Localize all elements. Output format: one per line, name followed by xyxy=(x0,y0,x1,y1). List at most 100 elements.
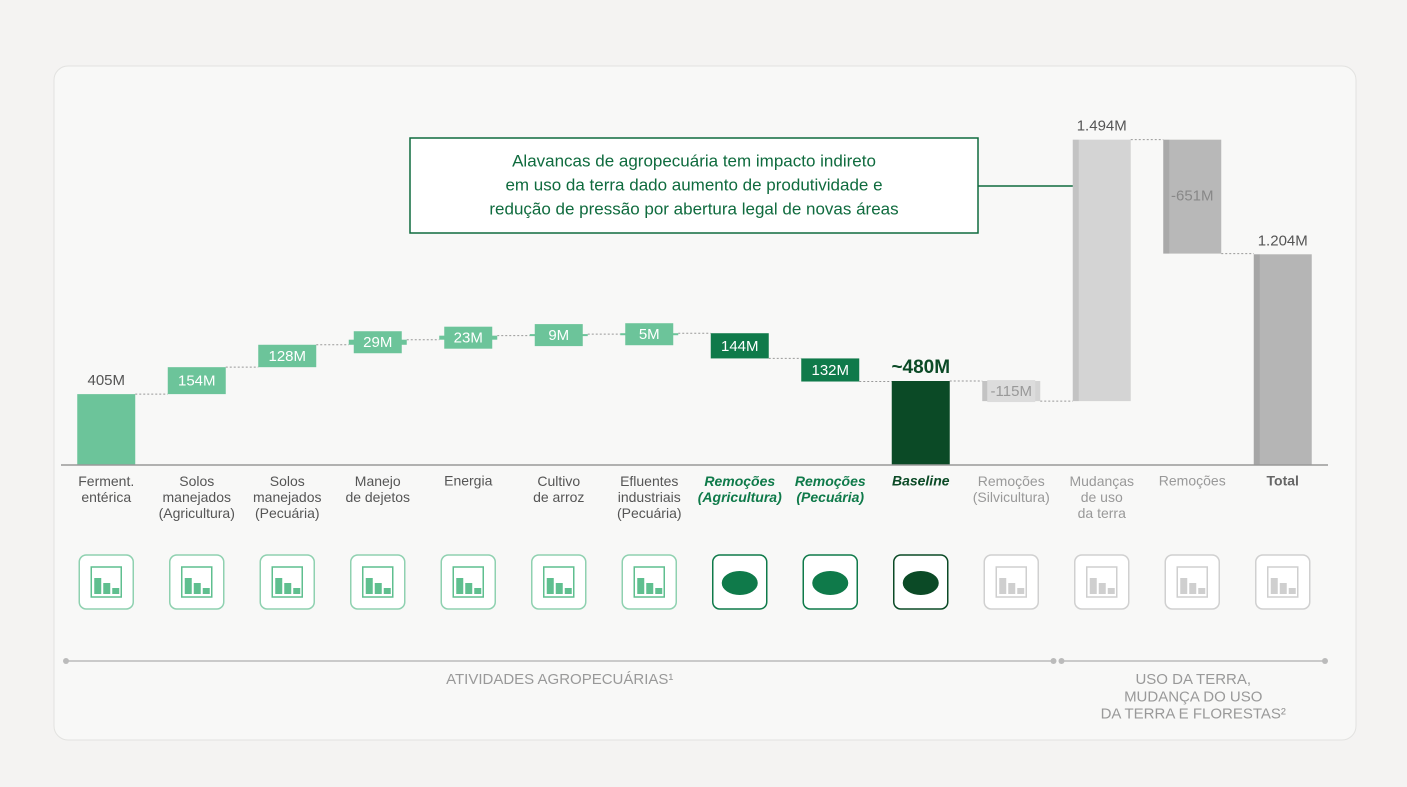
icon-glyph xyxy=(275,578,283,594)
bar xyxy=(1072,139,1131,402)
icon-glyph xyxy=(646,583,654,594)
icon-glyph xyxy=(1198,588,1206,594)
value-label: 405M xyxy=(87,372,125,389)
icon-glyph xyxy=(995,566,1027,598)
x-tick-label: Total xyxy=(1267,473,1299,489)
icon-frame xyxy=(350,554,406,610)
x-tick-label: Ferment. entérica xyxy=(78,473,134,505)
icon-glyph xyxy=(184,578,192,594)
value-label: 144M xyxy=(721,338,759,355)
x-tick-label: Energia xyxy=(444,473,492,489)
group-dot xyxy=(1322,658,1328,664)
icon-glyph xyxy=(271,566,303,598)
value-label-box xyxy=(806,358,855,381)
bar xyxy=(1253,254,1312,465)
icon-glyph xyxy=(1180,578,1188,594)
icon-glyph xyxy=(555,583,563,594)
value-label: 23M xyxy=(454,330,483,347)
icon-cloud xyxy=(721,571,758,595)
value-label-box xyxy=(987,380,1036,403)
icon-frame xyxy=(1255,554,1311,610)
icon-glyph xyxy=(546,578,554,594)
annotation: redução de pressão por abertura legal de… xyxy=(489,199,898,218)
value-label-box xyxy=(263,344,312,367)
icon-glyph xyxy=(1086,566,1118,598)
icon-cloud xyxy=(902,571,939,595)
icon-glyph xyxy=(202,588,210,594)
icon-glyph xyxy=(362,566,394,598)
value-label: -115M xyxy=(991,383,1032,400)
icon-glyph xyxy=(94,578,102,594)
bar-edge xyxy=(1253,254,1260,465)
x-tick-label: Remoções (Silvicultura) xyxy=(973,473,1050,505)
value-label: 154M xyxy=(178,373,216,390)
icon-glyph xyxy=(1189,583,1197,594)
icon-glyph xyxy=(90,566,122,598)
icon-glyph xyxy=(1008,583,1016,594)
annotation: Alavancas de agropecuária tem impacto in… xyxy=(512,151,876,170)
icon-glyph xyxy=(456,578,464,594)
bar xyxy=(891,381,950,465)
value-label-box xyxy=(172,369,221,392)
bar xyxy=(77,394,136,465)
icon-frame xyxy=(1164,554,1220,610)
icon-glyph xyxy=(633,566,665,598)
icon-glyph xyxy=(655,588,663,594)
bar xyxy=(1163,139,1222,254)
value-label-box xyxy=(534,324,583,347)
bar-edge xyxy=(1072,139,1079,402)
icon-frame xyxy=(440,554,496,610)
value-label: 1.494M xyxy=(1077,118,1127,135)
value-label: 128M xyxy=(268,348,306,365)
group-label: ATIVIDADES AGROPECUÁRIAS¹ xyxy=(446,671,673,688)
value-label: -651M xyxy=(1171,188,1214,205)
annotation-box xyxy=(409,137,979,234)
icon-glyph xyxy=(1089,578,1097,594)
icon-glyph xyxy=(193,583,201,594)
icon-glyph xyxy=(1176,566,1208,598)
value-label: 9M xyxy=(548,327,569,344)
icon-glyph xyxy=(1267,566,1299,598)
icon-frame xyxy=(169,554,225,610)
group-dot xyxy=(1050,658,1057,664)
icon-glyph xyxy=(1288,588,1296,594)
icon-glyph xyxy=(1279,583,1287,594)
icon-glyph xyxy=(374,583,382,594)
icon-frame xyxy=(531,554,587,610)
value-label: 132M xyxy=(811,362,849,379)
icon-glyph xyxy=(999,578,1007,594)
value-label: 29M xyxy=(363,334,392,351)
x-tick-label: Efluentes industriais (Pecuária) xyxy=(617,473,682,521)
icon-glyph xyxy=(637,578,645,594)
icon-glyph xyxy=(543,566,575,598)
icon-frame xyxy=(621,554,677,610)
x-tick-label: Mudanças de uso da terra xyxy=(1069,473,1134,521)
icon-frame xyxy=(1074,554,1130,610)
icon-glyph xyxy=(284,583,292,594)
value-label: 5M xyxy=(639,326,660,343)
icon-glyph xyxy=(452,566,484,598)
icon-frame xyxy=(78,554,134,610)
value-label: 1.204M xyxy=(1258,232,1308,249)
value-label-box xyxy=(353,331,402,354)
value-label-box xyxy=(625,323,674,346)
x-tick-label: Remoções xyxy=(1159,473,1226,489)
value-label-box xyxy=(444,326,493,349)
group-dot xyxy=(1058,658,1065,664)
bar-edge xyxy=(1163,139,1170,254)
icon-glyph xyxy=(465,583,473,594)
icon-frame xyxy=(259,554,315,610)
icon-frame xyxy=(983,554,1039,610)
icon-glyph xyxy=(1270,578,1278,594)
icon-cloud xyxy=(812,571,849,595)
icon-glyph xyxy=(112,588,120,594)
icon-glyph xyxy=(181,566,213,598)
group-label: USO DA TERRA, MUDANÇA DO USO DA TERRA E FL… xyxy=(1101,671,1286,723)
icon-glyph xyxy=(1107,588,1115,594)
icon-glyph xyxy=(564,588,572,594)
value-label-box xyxy=(715,334,764,357)
group-dot xyxy=(63,658,69,664)
icon-glyph xyxy=(103,583,111,594)
value-label: ~480M xyxy=(891,357,950,378)
